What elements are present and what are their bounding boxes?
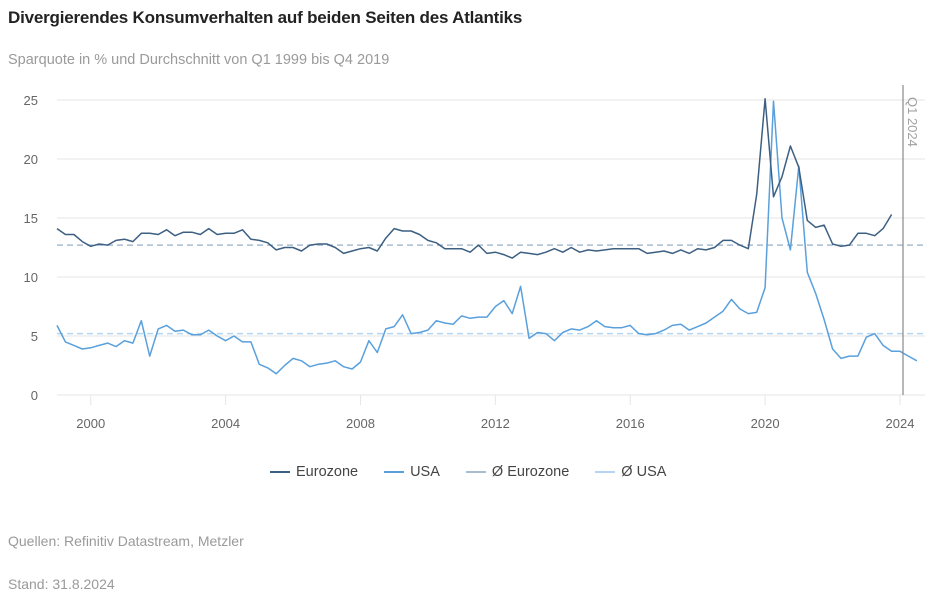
x-axis: 2000 2004 2008 2012 2016 2020 2024 (76, 395, 914, 431)
x-tick-label: 2020 (751, 416, 780, 431)
chart-title: Divergierendes Konsumverhalten auf beide… (8, 8, 523, 27)
legend-item-eurozone[interactable]: Eurozone (270, 464, 358, 480)
source-note: Quellen: Refinitiv Datastream, Metzler (8, 533, 244, 549)
y-tick-label: 5 (31, 329, 38, 344)
x-tick-label: 2008 (346, 416, 375, 431)
series-lines (56, 98, 918, 375)
legend-swatch-avg-usa (595, 471, 616, 473)
legend-item-avg-usa[interactable]: Ø USA (595, 464, 666, 480)
grid-lines (57, 99, 925, 396)
legend-label: Eurozone (296, 464, 359, 480)
legend-item-usa[interactable]: USA (384, 464, 440, 480)
date-note: Stand: 31.8.2024 (8, 576, 115, 592)
average-lines (57, 244, 925, 335)
series-line-eurozone (56, 98, 893, 259)
legend-label: Ø Eurozone (491, 464, 570, 480)
series-line-usa (56, 100, 918, 375)
annotation-label: Q1 2024 (905, 97, 920, 147)
y-tick-label: 0 (31, 388, 38, 403)
y-tick-label: 20 (24, 152, 38, 167)
legend: Eurozone USA Ø Eurozone Ø USA (270, 464, 666, 480)
annotations: Q1 2024 (902, 85, 920, 395)
x-tick-label: 2016 (616, 416, 645, 431)
legend-item-avg-eurozone[interactable]: Ø Eurozone (465, 464, 570, 480)
x-tick-label: 2024 (886, 416, 915, 431)
x-tick-label: 2012 (481, 416, 510, 431)
legend-swatch-avg-eurozone (465, 471, 486, 473)
y-axis: 0 5 10 15 20 25 (24, 93, 38, 403)
legend-swatch-usa (384, 471, 405, 473)
x-tick-label: 2000 (76, 416, 105, 431)
legend-swatch-eurozone (270, 471, 290, 473)
legend-label: USA (410, 464, 440, 480)
y-tick-label: 15 (24, 211, 38, 226)
y-tick-label: 25 (24, 93, 38, 108)
chart-subtitle: Sparquote in % und Durchschnitt von Q1 1… (8, 52, 390, 68)
y-tick-label: 10 (24, 270, 38, 285)
x-tick-label: 2004 (211, 416, 240, 431)
legend-label: Ø USA (621, 464, 667, 480)
